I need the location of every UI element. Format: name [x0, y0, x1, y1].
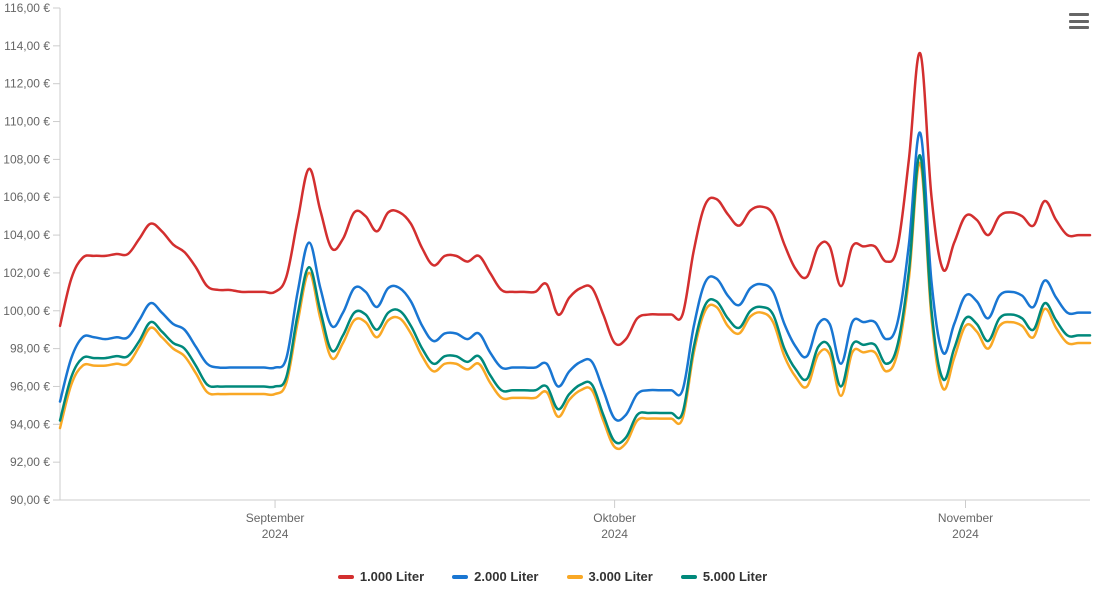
y-tick-label: 116,00 € [4, 1, 50, 15]
series-line[interactable] [60, 53, 1090, 345]
y-tick-label: 90,00 € [10, 493, 50, 507]
y-tick-label: 112,00 € [4, 77, 50, 91]
chart-plot-area: 90,00 € 92,00 € 94,00 € 96,00 € 98,00 € 100,0… [0, 0, 1105, 552]
y-tick-label: 102,00 € [3, 266, 50, 280]
chart-legend: 1.000 Liter 2.000 Liter 3.000 Liter 5.000 L… [0, 567, 1105, 585]
x-tick-label-month: November [938, 511, 993, 525]
legend-swatch [452, 575, 468, 579]
legend-label: 1.000 Liter [360, 569, 424, 584]
legend-swatch [338, 575, 354, 579]
y-tick-label: 106,00 € [3, 190, 50, 204]
legend-item[interactable]: 3.000 Liter [567, 569, 653, 584]
hamburger-icon[interactable] [1067, 10, 1091, 32]
x-tick-label-year: 2024 [952, 527, 979, 541]
legend-swatch [567, 575, 583, 579]
y-tick-label: 108,00 € [3, 152, 50, 166]
y-tick-label: 94,00 € [10, 417, 50, 431]
legend-label: 3.000 Liter [589, 569, 653, 584]
legend-label: 5.000 Liter [703, 569, 767, 584]
y-tick-label: 110,00 € [4, 115, 50, 129]
legend-item[interactable]: 2.000 Liter [452, 569, 538, 584]
y-tick-label: 104,00 € [3, 228, 50, 242]
y-tick-label: 98,00 € [10, 342, 50, 356]
legend-swatch [681, 575, 697, 579]
x-tick-label-year: 2024 [262, 527, 289, 541]
y-tick-label: 92,00 € [10, 455, 50, 469]
y-tick-label: 96,00 € [10, 379, 50, 393]
price-line-chart: 90,00 € 92,00 € 94,00 € 96,00 € 98,00 € 100,0… [0, 0, 1105, 602]
series-line[interactable] [60, 133, 1090, 421]
legend-item[interactable]: 5.000 Liter [681, 569, 767, 584]
series-line[interactable] [60, 155, 1090, 443]
y-tick-label: 114,00 € [4, 39, 50, 53]
x-tick-label-year: 2024 [601, 527, 628, 541]
legend-label: 2.000 Liter [474, 569, 538, 584]
x-tick-label-month: Oktober [593, 511, 636, 525]
series-line[interactable] [60, 163, 1090, 449]
x-tick-label-month: September [246, 511, 305, 525]
y-tick-label: 100,00 € [3, 304, 50, 318]
legend-item[interactable]: 1.000 Liter [338, 569, 424, 584]
